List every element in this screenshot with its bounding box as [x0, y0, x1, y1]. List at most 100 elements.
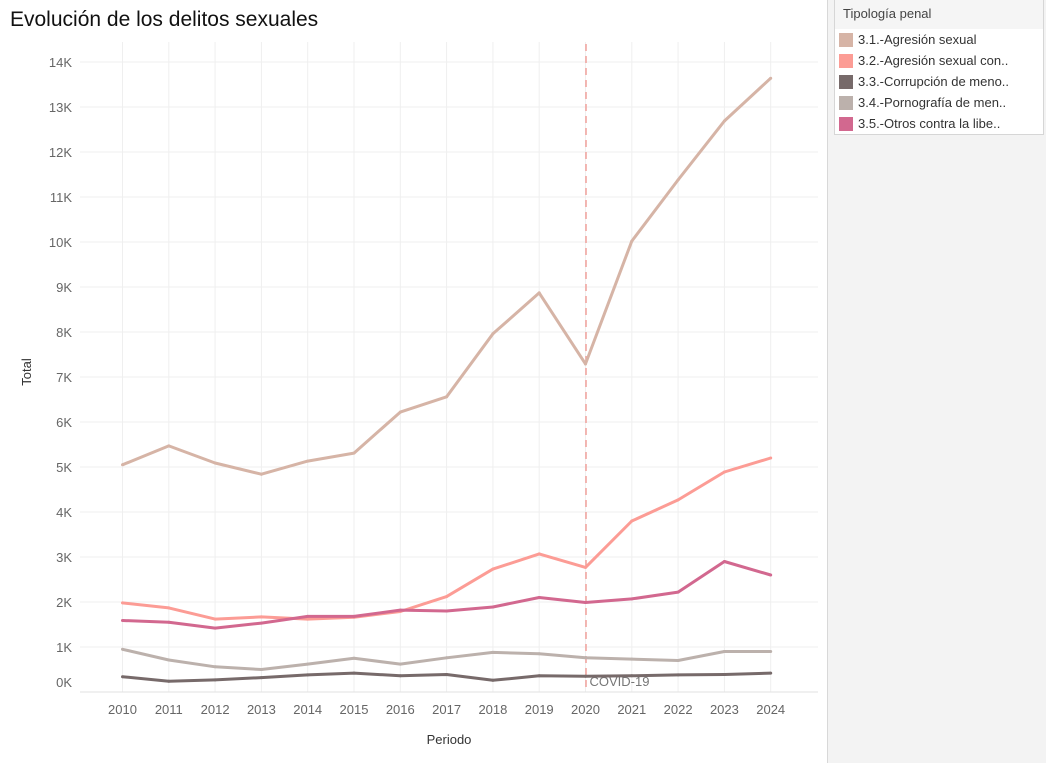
- data-point: [121, 618, 124, 622]
- x-tick-label: 2014: [293, 702, 322, 717]
- legend-swatch: [839, 32, 853, 47]
- data-point: [167, 606, 171, 610]
- data-point: [537, 291, 541, 295]
- data-point: [306, 459, 310, 463]
- data-point: [769, 671, 773, 675]
- data-point: [491, 650, 495, 654]
- data-point: [306, 673, 310, 677]
- y-tick-label: 12K: [49, 145, 72, 160]
- data-point: [259, 615, 263, 619]
- y-tick-label: 2K: [56, 595, 72, 610]
- data-point: [398, 662, 402, 666]
- data-point: [259, 472, 263, 476]
- x-tick-label: 2020: [571, 702, 600, 717]
- legend-swatch: [839, 95, 853, 110]
- y-tick-label: 8K: [56, 325, 72, 340]
- data-point: [491, 678, 495, 682]
- data-point: [445, 395, 449, 399]
- data-point: [121, 463, 124, 467]
- legend-label: 3.4.-Pornografía de men..: [858, 95, 1007, 110]
- data-point: [769, 456, 773, 460]
- data-point: [676, 659, 680, 662]
- x-tick-label: 2013: [247, 702, 276, 717]
- y-tick-label: 10K: [49, 235, 72, 250]
- x-tick-label: 2016: [386, 702, 415, 717]
- x-axis-title: Periodo: [427, 732, 472, 747]
- data-point: [352, 671, 356, 675]
- legend-label: 3.1.-Agresión sexual: [858, 32, 977, 47]
- legend-swatch: [839, 53, 853, 68]
- data-point: [630, 657, 634, 661]
- data-point: [584, 600, 587, 604]
- data-point: [676, 590, 680, 594]
- data-point: [167, 444, 171, 448]
- data-point: [306, 614, 310, 618]
- legend-item[interactable]: 3.5.-Otros contra la libe..: [835, 113, 1043, 134]
- data-point: [398, 674, 402, 678]
- x-tick-label: 2018: [478, 702, 507, 717]
- data-point: [537, 552, 541, 556]
- data-point: [630, 519, 634, 523]
- data-point: [722, 672, 726, 676]
- x-tick-label: 2017: [432, 702, 461, 717]
- legend-item[interactable]: 3.2.-Agresión sexual con..: [835, 50, 1043, 71]
- y-tick-label: 4K: [56, 505, 72, 520]
- data-point: [213, 678, 217, 682]
- x-tick-label: 2010: [108, 702, 137, 717]
- y-tick-label: 7K: [56, 370, 72, 385]
- data-point: [722, 560, 726, 563]
- data-point: [769, 650, 773, 653]
- data-point: [630, 597, 634, 601]
- y-tick-label: 13K: [49, 100, 72, 115]
- x-tick-label: 2011: [155, 702, 183, 717]
- data-point: [445, 595, 449, 599]
- data-point: [676, 498, 680, 502]
- x-tick-label: 2019: [525, 702, 554, 717]
- data-point: [630, 674, 634, 678]
- legend-swatch: [839, 116, 853, 131]
- data-point: [213, 461, 217, 465]
- y-tick-label: 5K: [56, 460, 72, 475]
- data-point: [259, 668, 263, 671]
- y-tick-label: 14K: [49, 55, 72, 70]
- data-point: [676, 178, 680, 182]
- data-point: [769, 76, 773, 80]
- data-point: [167, 658, 171, 662]
- covid-label: COVID-19: [590, 674, 650, 689]
- x-tick-label: 2022: [664, 702, 693, 717]
- y-tick-label: 3K: [56, 550, 72, 565]
- x-tick-label: 2021: [617, 702, 646, 717]
- data-point: [722, 119, 726, 123]
- legend-item[interactable]: 3.1.-Agresión sexual: [835, 29, 1043, 50]
- data-point: [306, 662, 310, 666]
- data-point: [722, 470, 726, 474]
- data-point: [306, 617, 310, 621]
- data-point: [584, 565, 587, 569]
- legend-panel: Tipología penal 3.1.-Agresión sexual 3.2.…: [827, 0, 1046, 763]
- chart-title: Evolución de los delitos sexuales: [10, 8, 319, 31]
- data-point: [213, 665, 217, 669]
- data-point: [352, 614, 356, 618]
- data-point: [121, 601, 124, 605]
- data-point: [121, 647, 124, 651]
- data-point: [769, 573, 773, 577]
- data-point: [398, 608, 402, 612]
- data-point: [584, 362, 587, 366]
- data-point: [398, 410, 402, 414]
- legend-item[interactable]: 3.4.-Pornografía de men..: [835, 92, 1043, 113]
- data-point: [259, 676, 263, 680]
- data-point: [722, 650, 726, 653]
- legend-label: 3.5.-Otros contra la libe..: [858, 116, 1001, 131]
- legend-swatch: [839, 74, 853, 89]
- data-point: [676, 673, 680, 677]
- legend-title: Tipología penal: [835, 0, 1043, 29]
- data-point: [491, 605, 495, 609]
- data-point: [213, 617, 217, 621]
- data-point: [352, 451, 356, 455]
- data-point: [537, 652, 541, 656]
- data-point: [630, 239, 634, 243]
- data-point: [167, 620, 171, 624]
- x-tick-label: 2024: [756, 702, 785, 717]
- y-tick-label: 1K: [56, 640, 72, 655]
- legend-item[interactable]: 3.3.-Corrupción de meno..: [835, 71, 1043, 92]
